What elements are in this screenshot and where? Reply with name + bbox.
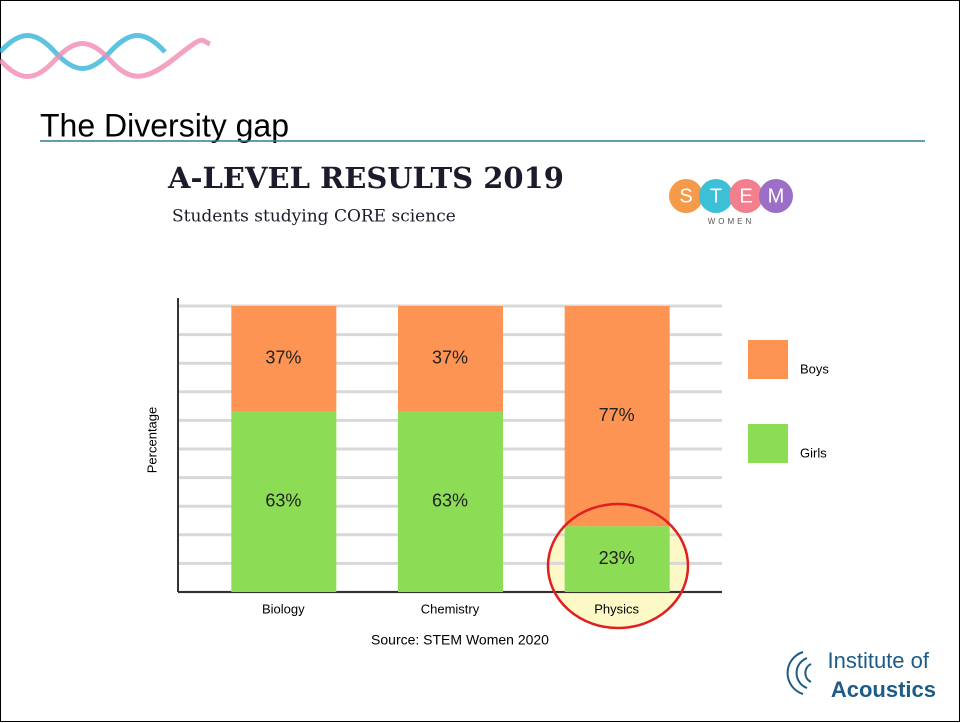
value-label: 37% (265, 348, 301, 368)
stem-letter: S (679, 185, 692, 207)
y-axis-label: Percentage (144, 407, 159, 474)
institute-line2: Acoustics (831, 677, 936, 702)
stem-letter: T (710, 185, 722, 207)
x-tick-label: Chemistry (421, 601, 480, 616)
institute-line1: Institute of (827, 648, 929, 673)
legend-swatch (748, 424, 788, 463)
chart-title: A-LEVEL RESULTS 2019 (167, 161, 564, 195)
value-label: 37% (432, 348, 468, 368)
value-label: 77% (599, 405, 635, 425)
chart-subtitle: Students studying CORE science (172, 207, 456, 227)
value-label: 63% (265, 491, 301, 511)
stem-letter: E (739, 185, 752, 207)
legend-swatch (748, 340, 788, 379)
stem-caption: WOMEN (708, 217, 755, 226)
legend-label: Boys (800, 361, 829, 376)
slide-title: The Diversity gap (40, 107, 289, 143)
x-tick-label: Physics (594, 601, 639, 616)
legend-label: Girls (800, 445, 827, 460)
x-tick-label: Biology (262, 601, 305, 616)
value-label: 63% (432, 491, 468, 511)
slide: The Diversity gap A-LEVEL RESULTS 2019 S… (0, 0, 961, 723)
value-label: 23% (599, 548, 635, 568)
stem-letter: M (768, 185, 785, 207)
chart-source: Source: STEM Women 2020 (371, 632, 549, 648)
